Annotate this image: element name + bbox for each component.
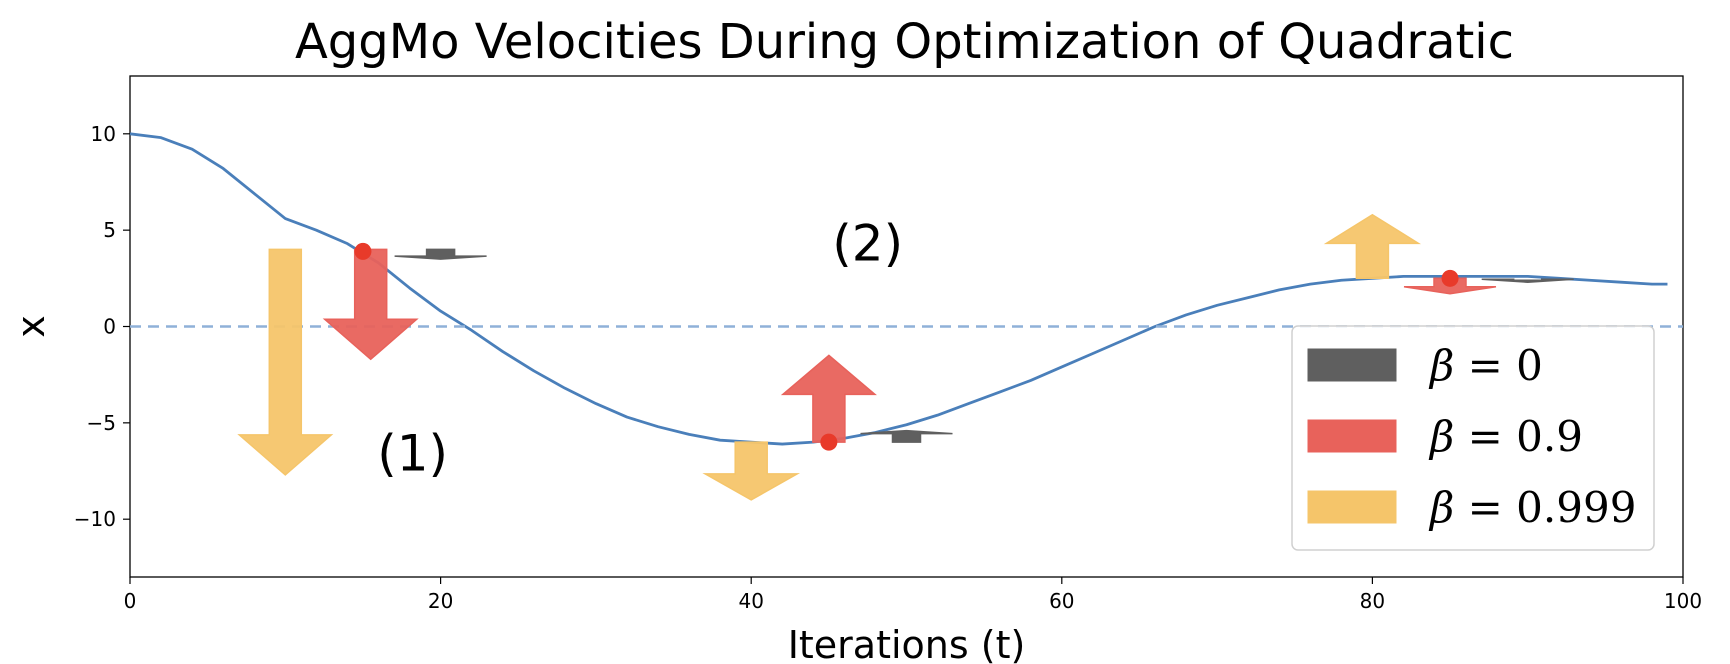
trajectory-line (129, 132, 1668, 446)
y-tick-label: 5 (103, 218, 116, 242)
legend-beta-value: = 0.9 (1454, 412, 1583, 461)
y-tick-label: 10 (91, 122, 116, 146)
velocity-arrow-beta0999 (237, 248, 334, 476)
legend-beta-symbol: β (1428, 341, 1454, 390)
legend-swatch-beta09 (1307, 419, 1397, 453)
legend-beta-symbol: β (1428, 412, 1454, 461)
legend-beta-value: = 0.999 (1454, 483, 1636, 532)
x-tick-label: 80 (1360, 589, 1385, 613)
velocity-arrow-beta0999 (702, 441, 801, 501)
velocity-arrow-beta0 (860, 429, 953, 443)
velocity-arrow-beta09 (780, 354, 877, 443)
legend-swatch-beta0999 (1307, 490, 1397, 524)
velocity-arrow-beta0999 (1323, 213, 1422, 280)
x-tick-label: 20 (428, 589, 453, 613)
x-axis-label: Iterations (t) (788, 623, 1026, 664)
iterate-point (354, 242, 372, 260)
chart-title: AggMo Velocities During Optimization of … (295, 14, 1514, 70)
legend-beta-symbol: β (1428, 483, 1454, 532)
legend-entry-label: β = 0.9 (1428, 412, 1583, 461)
legend-entry-label: β = 0.999 (1428, 483, 1636, 532)
y-tick-label: −10 (74, 507, 116, 531)
x-tick-label: 0 (124, 589, 137, 613)
annotation-label: (1) (377, 425, 448, 483)
legend-swatch-beta0 (1307, 348, 1397, 382)
velocity-arrow-beta0 (394, 248, 487, 260)
legend-entry-label: β = 0 (1428, 341, 1543, 390)
y-tick-label: −5 (87, 411, 116, 435)
x-tick-label: 40 (738, 589, 763, 613)
iterate-point (1441, 269, 1459, 287)
y-tick-label: 0 (103, 315, 116, 339)
x-tick-label: 60 (1049, 589, 1074, 613)
x-tick-label: 100 (1664, 589, 1702, 613)
y-axis-label: x (9, 315, 53, 338)
legend-beta-value: = 0 (1454, 341, 1543, 390)
velocity-arrow-beta0 (1481, 278, 1574, 283)
iterate-point (820, 433, 838, 451)
annotation-label: (2) (832, 215, 903, 273)
velocity-arrow-beta09 (322, 248, 419, 361)
